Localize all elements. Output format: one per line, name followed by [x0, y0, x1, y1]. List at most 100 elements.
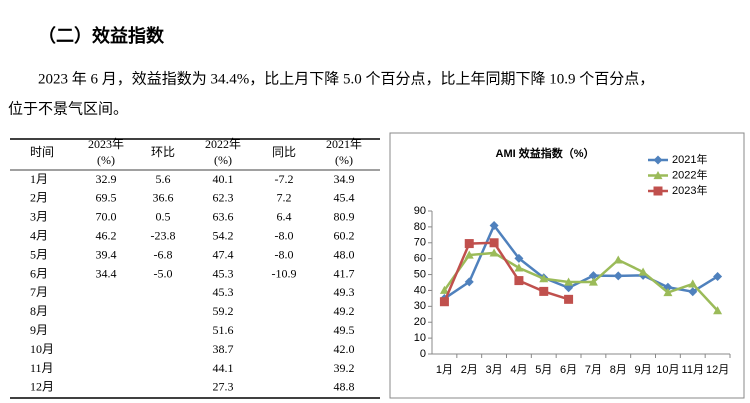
- x-tick-label: 1月: [436, 364, 453, 376]
- table-cell: 41.7: [334, 266, 355, 280]
- table-cell: 36.6: [153, 191, 174, 205]
- table-cell: 54.2: [213, 228, 234, 242]
- x-tick-label: 2月: [461, 364, 478, 376]
- table-header: (%): [335, 153, 353, 167]
- table-header: 环比: [151, 145, 175, 159]
- y-tick-label: 60: [414, 253, 426, 265]
- table-cell: -8.0: [275, 247, 294, 261]
- table-header: 同比: [272, 145, 296, 159]
- x-tick-label: 4月: [510, 364, 527, 376]
- table-cell: 5.6: [156, 172, 171, 186]
- data-point: [713, 271, 723, 281]
- data-point: [489, 248, 499, 257]
- paragraph-line: 2023 年 6 月，效益指数为 34.4%，比上月下降 5.0 个百分点，比上…: [38, 70, 654, 87]
- legend-marker: [653, 155, 663, 165]
- table-cell: 45.4: [334, 191, 355, 205]
- y-tick-label: 50: [414, 268, 426, 280]
- table-cell: -6.8: [154, 247, 173, 261]
- table-cell: 48.8: [334, 380, 355, 394]
- table-cell: 9月: [30, 323, 48, 337]
- y-tick-label: 70: [414, 237, 426, 249]
- table-cell: 34.9: [334, 172, 355, 186]
- table-cell: 45.3: [213, 266, 234, 280]
- table-cell: 38.7: [213, 342, 234, 356]
- table-cell: 51.6: [213, 323, 234, 337]
- legend-marker: [653, 171, 663, 180]
- data-point: [613, 255, 623, 264]
- x-tick-label: 6月: [560, 364, 577, 376]
- table-cell: 0.5: [156, 210, 171, 224]
- series-line: [443, 223, 719, 300]
- table-cell: 11月: [30, 361, 54, 375]
- data-point: [564, 277, 574, 286]
- table-cell: 42.0: [334, 342, 355, 356]
- x-tick-label: 7月: [585, 364, 602, 376]
- legend-label: 2021年: [672, 152, 707, 166]
- table-cell: 4月: [30, 228, 48, 242]
- data-point: [464, 239, 474, 249]
- table-cell: -7.2: [275, 172, 294, 186]
- x-tick-label: 3月: [486, 364, 503, 376]
- x-tick-label: 8月: [610, 364, 627, 376]
- table-cell: 8月: [30, 304, 48, 318]
- table-cell: 3月: [30, 210, 48, 224]
- data-point: [514, 253, 524, 263]
- table-cell: 63.6: [213, 210, 234, 224]
- chart-title: AMI 效益指数（%）: [496, 146, 595, 160]
- table-cell: 59.2: [213, 304, 234, 318]
- table-cell: 69.5: [96, 191, 117, 205]
- table-cell: 34.4: [96, 266, 117, 280]
- data-point: [564, 294, 574, 304]
- y-tick-label: 30: [414, 300, 426, 312]
- table-cell: 39.4: [96, 247, 117, 261]
- data-point: [539, 274, 549, 283]
- table-cell: 46.2: [96, 228, 117, 242]
- table-cell: -23.8: [151, 228, 176, 242]
- chart-frame: [389, 132, 745, 399]
- table-cell: 49.3: [334, 285, 355, 299]
- table-cell: 2月: [30, 191, 48, 205]
- series-line: [443, 241, 569, 303]
- data-point: [688, 279, 698, 288]
- table-cell: 6月: [30, 266, 48, 280]
- table-cell: 49.5: [334, 323, 355, 337]
- table-cell: 62.3: [213, 191, 234, 205]
- y-tick-label: 20: [414, 316, 426, 328]
- data-point: [464, 250, 474, 259]
- data-point: [539, 286, 549, 296]
- table-cell: 47.4: [213, 247, 234, 261]
- table-cell: 5月: [30, 247, 48, 261]
- data-point: [514, 263, 524, 272]
- legend-label: 2022年: [672, 167, 707, 181]
- data-point: [663, 288, 673, 297]
- table-cell: 6.4: [277, 210, 292, 224]
- table-cell: 48.0: [334, 247, 355, 261]
- table-cell: -10.9: [272, 266, 297, 280]
- x-tick-label: 12月: [706, 364, 729, 376]
- table-header: 时间: [30, 145, 54, 159]
- table-cell: 44.1: [213, 361, 234, 375]
- x-tick-label: 9月: [635, 364, 652, 376]
- data-point: [613, 271, 623, 281]
- data-point: [489, 220, 499, 230]
- table-cell: 10月: [30, 342, 54, 356]
- x-tick-label: 5月: [535, 364, 552, 376]
- paragraph-line: 位于不景气区间。: [8, 100, 128, 117]
- legend-marker: [653, 186, 663, 196]
- table-cell: 12月: [30, 380, 54, 394]
- table-cell: 45.3: [213, 285, 234, 299]
- x-tick-label: 10月: [656, 364, 679, 376]
- table-header: 2023年: [88, 137, 124, 151]
- data-point: [489, 238, 499, 248]
- table-cell: -5.0: [154, 266, 173, 280]
- y-tick-label: 90: [414, 205, 426, 217]
- series-line: [443, 251, 719, 312]
- table-cell: 80.9: [334, 210, 355, 224]
- table-cell: 1月: [30, 172, 48, 186]
- y-tick-label: 0: [420, 348, 426, 360]
- table-header: (%): [214, 153, 232, 167]
- table-cell: 7月: [30, 285, 48, 299]
- data-point: [638, 267, 648, 276]
